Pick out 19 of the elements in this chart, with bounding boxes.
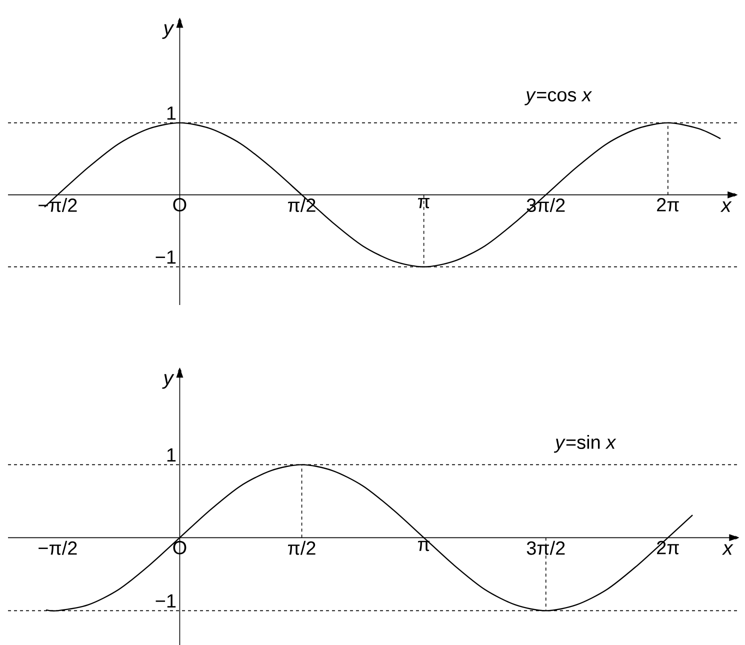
x-axis-title: x	[720, 201, 732, 212]
y-axis-title: y	[162, 374, 174, 389]
annotation: y=cos x	[524, 91, 592, 106]
x-tick-label: 2π	[657, 540, 679, 554]
x-axis-title: x	[722, 544, 734, 555]
y-tick-label: −1	[156, 250, 176, 264]
x-tick-label: π	[418, 198, 430, 208]
y-axis-title: y	[162, 24, 174, 39]
x-tick-label: −π/2	[38, 540, 77, 555]
x-tick-label: 3π/2	[526, 540, 565, 555]
annotation: y=sin x	[554, 435, 616, 453]
x-tick-label: π	[418, 540, 430, 552]
x-tick-label: −π/2	[38, 198, 77, 212]
x-tick-label: π/2	[288, 198, 316, 212]
x-tick-label: π/2	[288, 540, 316, 555]
y-tick-label: 1	[167, 448, 176, 462]
x-tick-label: 2π	[657, 198, 679, 212]
y-tick-label: 1	[167, 106, 176, 120]
y-tick-label: −1	[156, 594, 176, 608]
